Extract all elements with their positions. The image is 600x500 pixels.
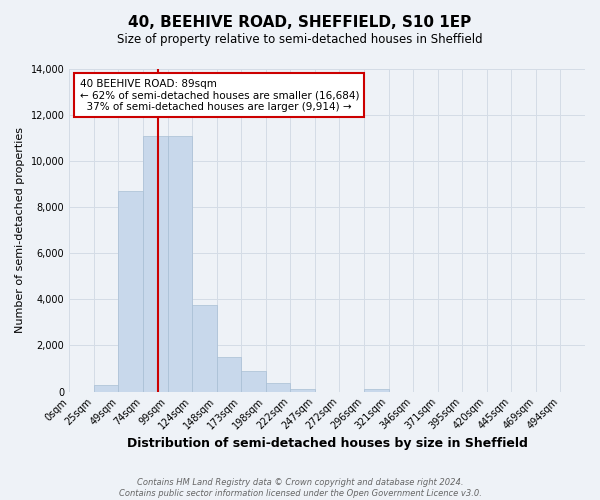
Bar <box>266 383 290 392</box>
Text: 40, BEEHIVE ROAD, SHEFFIELD, S10 1EP: 40, BEEHIVE ROAD, SHEFFIELD, S10 1EP <box>128 15 472 30</box>
Bar <box>118 191 143 392</box>
Bar <box>192 305 217 392</box>
Text: Contains HM Land Registry data © Crown copyright and database right 2024.
Contai: Contains HM Land Registry data © Crown c… <box>119 478 481 498</box>
X-axis label: Distribution of semi-detached houses by size in Sheffield: Distribution of semi-detached houses by … <box>127 437 527 450</box>
Bar <box>364 389 389 392</box>
Bar <box>167 136 192 392</box>
Y-axis label: Number of semi-detached properties: Number of semi-detached properties <box>15 128 25 334</box>
Bar <box>94 384 118 392</box>
Bar <box>241 371 266 392</box>
Bar <box>143 136 167 392</box>
Bar <box>217 357 241 392</box>
Text: Size of property relative to semi-detached houses in Sheffield: Size of property relative to semi-detach… <box>117 32 483 46</box>
Text: 40 BEEHIVE ROAD: 89sqm
← 62% of semi-detached houses are smaller (16,684)
  37% : 40 BEEHIVE ROAD: 89sqm ← 62% of semi-det… <box>80 78 359 112</box>
Bar <box>290 388 315 392</box>
